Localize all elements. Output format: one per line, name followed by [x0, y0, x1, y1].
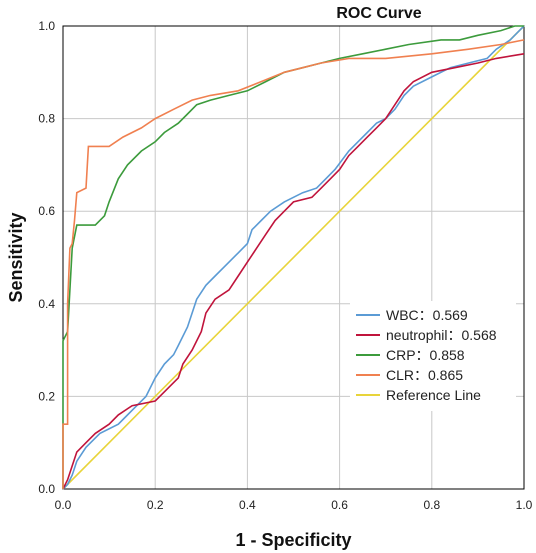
series-line-reference	[62, 25, 525, 490]
y-axis-label: Sensitivity	[6, 212, 26, 302]
y-tick-label: 0.0	[38, 482, 55, 496]
y-tick-label: 0.2	[38, 389, 55, 403]
legend-label-wbc: WBC：0.569	[386, 307, 468, 323]
legend: WBC：0.569 neutrophil：0.568 CRP：0.858 CLR：0.…	[350, 301, 516, 411]
series-line-wbc	[62, 25, 525, 490]
chart-title: ROC Curve	[336, 5, 421, 22]
x-tick-label: 0.0	[55, 498, 72, 512]
y-tick-label: 0.8	[38, 112, 55, 126]
x-tick-label: 1.0	[516, 498, 533, 512]
series-line-neutrophil	[62, 53, 525, 490]
x-tick-label: 0.8	[423, 498, 440, 512]
legend-label-neutrophil: neutrophil：0.568	[386, 327, 497, 343]
y-tick-label: 0.6	[38, 204, 55, 218]
x-tick-label: 0.6	[331, 498, 348, 512]
x-tick-label: 0.4	[239, 498, 256, 512]
series-line-clr	[62, 39, 525, 489]
series-line-crp	[62, 25, 524, 489]
plot-frame	[62, 25, 525, 490]
x-axis-label: 1 - Specificity	[235, 530, 351, 550]
y-tick-label: 1.0	[38, 19, 55, 33]
x-tick-label: 0.2	[147, 498, 164, 512]
legend-label-reference: Reference Line	[386, 387, 481, 403]
legend-label-clr: CLR：0.865	[386, 367, 463, 383]
y-tick-label: 0.4	[38, 297, 55, 311]
series-lines	[62, 25, 525, 490]
legend-label-crp: CRP：0.858	[386, 347, 465, 363]
tick-labels: 0.00.0 0.2 0.2 0.4 0.4 0.6 0.6 0.8 0.8 1.0 1.0	[38, 19, 532, 512]
